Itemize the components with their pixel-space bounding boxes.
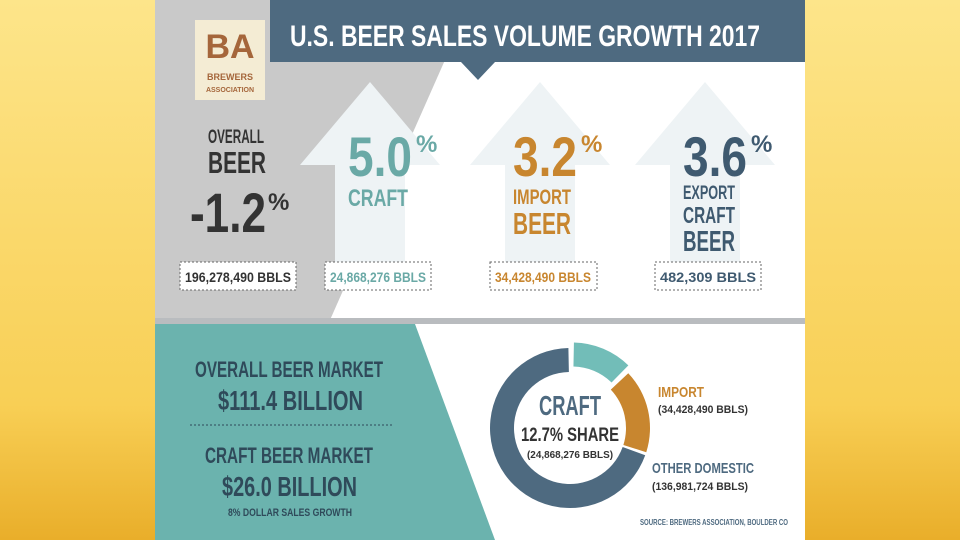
legend-name: IMPORT bbox=[658, 384, 704, 401]
market-value: $111.4 BILLION bbox=[218, 385, 363, 416]
donut-slice bbox=[610, 373, 651, 453]
arrow bbox=[300, 82, 440, 262]
overall-value: -1.2 bbox=[190, 181, 266, 244]
market-label: OVERALL BEER MARKET bbox=[195, 357, 383, 382]
segment-label: BEER bbox=[683, 226, 735, 258]
donut-slice bbox=[573, 342, 629, 383]
arrow bbox=[635, 82, 775, 262]
growth-unit: % bbox=[416, 131, 437, 158]
market-label: CRAFT BEER MARKET bbox=[205, 443, 373, 468]
segment-volume: 34,428,490 BBLS bbox=[495, 269, 591, 285]
volume-box bbox=[179, 261, 297, 291]
overall-label: BEER bbox=[208, 145, 266, 180]
segment-volume: 24,868,276 BBLS bbox=[330, 269, 426, 285]
donut-center-title: CRAFT bbox=[539, 390, 601, 421]
donut-center-volume: (24,868,276 BBLS) bbox=[527, 450, 613, 461]
growth-unit: % bbox=[751, 131, 772, 158]
logo-text: BREWERS bbox=[207, 72, 253, 82]
legend-volume: (136,981,724 BBLS) bbox=[652, 481, 748, 493]
logo-mark: BA bbox=[205, 28, 254, 66]
donut-center-share: 12.7% SHARE bbox=[521, 425, 619, 446]
growth-value: 3.6 bbox=[683, 125, 747, 188]
arrows bbox=[300, 82, 775, 262]
logo-text: ASSOCIATION bbox=[206, 87, 254, 94]
growth-value: 3.2 bbox=[513, 125, 577, 188]
segment-label: IMPORT bbox=[513, 186, 571, 209]
growth-unit: % bbox=[581, 131, 602, 158]
growth-value: 5.0 bbox=[348, 125, 412, 188]
volume-box bbox=[654, 261, 762, 291]
volume-box bbox=[489, 261, 598, 291]
overall-volume: 196,278,490 BBLS bbox=[185, 269, 291, 285]
logo-box bbox=[195, 20, 265, 100]
legend-volume: (34,428,490 BBLS) bbox=[658, 404, 748, 416]
overall-label: OVERALL bbox=[208, 127, 264, 148]
segment-volume: 482,309 BBLS bbox=[660, 269, 756, 285]
legend-name: OTHER DOMESTIC bbox=[652, 460, 754, 477]
donut bbox=[489, 342, 651, 509]
source: SOURCE: BREWERS ASSOCIATION, BOULDER CO bbox=[640, 518, 788, 527]
segment-label: EXPORT bbox=[683, 183, 735, 204]
donut-slice bbox=[489, 348, 646, 509]
title: U.S. BEER SALES VOLUME GROWTH 2017 bbox=[290, 20, 760, 53]
segment-label: BEER bbox=[513, 206, 571, 241]
teal-area bbox=[155, 324, 495, 540]
header-bar bbox=[270, 0, 805, 80]
volume-box bbox=[324, 261, 432, 291]
overall-unit: % bbox=[268, 189, 289, 216]
segment-label: CRAFT bbox=[683, 202, 735, 228]
arrow bbox=[470, 82, 610, 262]
divider bbox=[155, 318, 805, 324]
segment-label: CRAFT bbox=[348, 185, 408, 212]
market-note: 8% DOLLAR SALES GROWTH bbox=[228, 507, 352, 519]
market-value: $26.0 BILLION bbox=[222, 471, 357, 502]
